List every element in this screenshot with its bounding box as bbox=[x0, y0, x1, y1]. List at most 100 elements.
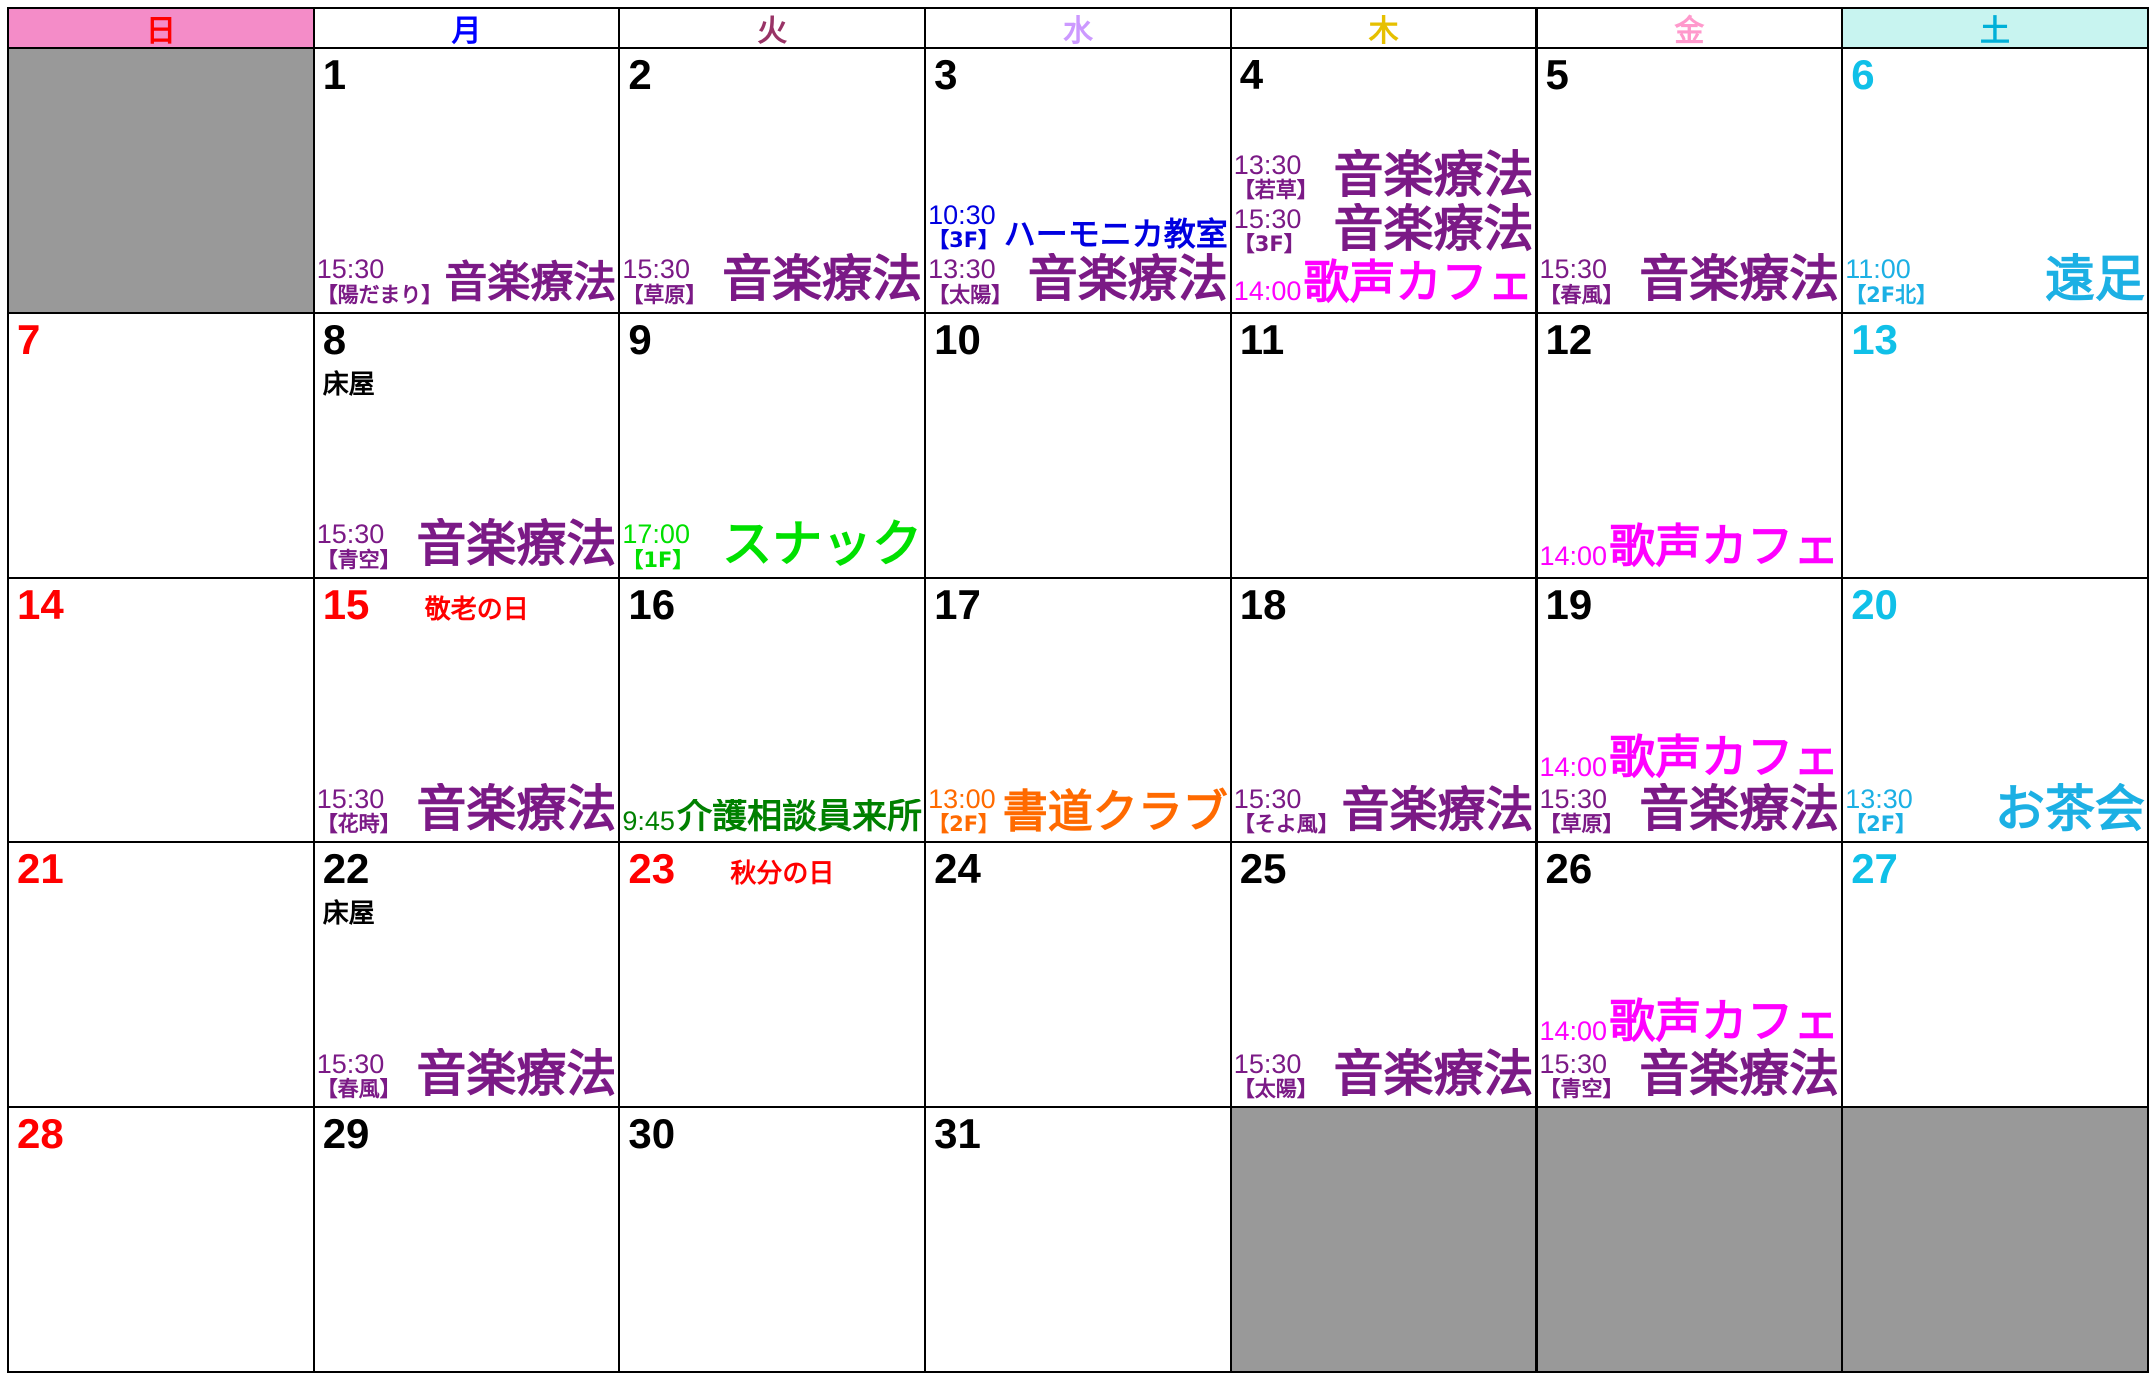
event-place: 【そよ風】 bbox=[1233, 812, 1339, 836]
event-place: 【2F】 bbox=[928, 812, 1000, 836]
event-time: 15:30 bbox=[316, 519, 385, 550]
event-list: 15:30 【太陽】 音楽療法 bbox=[1234, 1048, 1534, 1101]
day-cell: 5 15:30 【春風】 音楽療法 bbox=[1535, 47, 1844, 314]
event-time-block: 14:00 bbox=[1540, 542, 1608, 571]
event-place: 【春風】 bbox=[316, 1077, 401, 1101]
day-cell: 8 床屋 15:30 【青空】 音楽療法 bbox=[312, 311, 621, 579]
holiday-name: 敬老の日 bbox=[424, 594, 529, 625]
day-number: 26 bbox=[1545, 845, 1593, 893]
day-cell: 3 10:30 【3F】 ハーモニカ教室 13:30 【太陽】 音楽療法 bbox=[924, 47, 1232, 314]
day-cell: 30 bbox=[618, 1106, 927, 1373]
day-number: 20 bbox=[1851, 580, 1898, 628]
weekday-header: 月 bbox=[312, 7, 621, 49]
event-time-block: 9:45 bbox=[622, 806, 675, 836]
day-number: 9 bbox=[628, 315, 652, 363]
event-time: 15:30 bbox=[1539, 254, 1608, 285]
event-place: 【青空】 bbox=[316, 547, 401, 571]
day-cell: 19 14:00 歌声カフェ 15:30 【草原】 音楽療法 bbox=[1535, 576, 1844, 844]
day-cell: 18 15:30 【そよ風】 音楽療法 bbox=[1229, 576, 1538, 844]
event-name: 音楽療法 bbox=[1027, 253, 1228, 306]
event-time-block: 14:00 bbox=[1539, 751, 1608, 781]
event-name: 音楽療法 bbox=[1341, 785, 1534, 836]
event-time-block: 15:30 【そよ風】 bbox=[1234, 785, 1339, 835]
day-number: 24 bbox=[934, 845, 981, 893]
day-number: 25 bbox=[1239, 845, 1287, 893]
day-number: 30 bbox=[628, 1110, 676, 1158]
empty-cell bbox=[1535, 1106, 1844, 1373]
event-place: 【若草】 bbox=[1233, 177, 1318, 201]
day-number: 8 bbox=[322, 315, 347, 363]
event-name: 書道クラブ bbox=[1002, 785, 1228, 836]
event-name: 歌声カフェ bbox=[1609, 997, 1840, 1046]
event-place: 【春風】 bbox=[1539, 282, 1624, 306]
event-time: 15:30 bbox=[622, 254, 690, 285]
weekday-header: 土 bbox=[1841, 7, 2149, 49]
event-time-block: 17:00 【1F】 bbox=[622, 520, 693, 571]
day-number: 28 bbox=[17, 1110, 64, 1158]
day-cell: 25 15:30 【太陽】 音楽療法 bbox=[1229, 841, 1538, 1109]
event-time: 15:30 bbox=[316, 784, 385, 814]
event-time: 10:30 bbox=[928, 200, 996, 230]
event-name: 音楽療法 bbox=[416, 518, 617, 571]
event-time: 15:30 bbox=[316, 1048, 385, 1079]
event: 13:30 【太陽】 音楽療法 bbox=[928, 253, 1228, 306]
day-cell: 15 敬老の日 15:30 【花時】 音楽療法 bbox=[312, 576, 621, 844]
event-time: 14:00 bbox=[1539, 751, 1608, 781]
event-name: 遠足 bbox=[2044, 253, 2145, 306]
weekday-header: 木 bbox=[1229, 7, 1538, 49]
event-name: 歌声カフェ bbox=[1303, 257, 1534, 306]
event-time-block: 15:30 【春風】 bbox=[1539, 254, 1624, 306]
event-time: 11:00 bbox=[1845, 254, 1911, 285]
weekday-header: 火 bbox=[618, 7, 927, 49]
day-number: 29 bbox=[322, 1110, 370, 1158]
day-cell: 26 14:00 歌声カフェ 15:30 【青空】 音楽療法 bbox=[1535, 841, 1844, 1109]
day-note: 床屋 bbox=[322, 369, 375, 400]
day-cell: 2 15:30 【草原】 音楽療法 bbox=[618, 47, 927, 314]
event-time: 13:30 bbox=[928, 254, 996, 285]
event: 15:30 【3F】 音楽療法 bbox=[1234, 203, 1534, 256]
event: 15:30 【青空】 音楽療法 bbox=[317, 518, 617, 571]
event-time-block: 11:00 【2F北】 bbox=[1845, 254, 1937, 306]
event-time-block: 15:30 【草原】 bbox=[1539, 784, 1624, 836]
event-time-block: 13:30 【太陽】 bbox=[928, 254, 1012, 306]
event-time-block: 15:30 【花時】 bbox=[316, 784, 401, 836]
event-place: 【草原】 bbox=[1539, 812, 1624, 836]
event-list: 15:30 【草原】 音楽療法 bbox=[622, 253, 922, 306]
empty-cell bbox=[1841, 1106, 2149, 1373]
event-name: お茶会 bbox=[1994, 782, 2145, 836]
event-name: 音楽療法 bbox=[722, 253, 923, 306]
event-time: 15:30 bbox=[316, 255, 385, 285]
day-number: 15 bbox=[322, 580, 370, 628]
event-time: 9:45 bbox=[622, 806, 675, 836]
empty-cell bbox=[7, 47, 315, 314]
day-cell: 4 13:30 【若草】 音楽療法 15:30 【3F】 音楽療法 14:00 歌声カフェ bbox=[1229, 47, 1538, 314]
day-cell: 14 bbox=[7, 576, 315, 844]
event: 15:30 【春風】 音楽療法 bbox=[317, 1048, 617, 1101]
event: 11:00 【2F北】 遠足 bbox=[1845, 253, 2145, 306]
event: 13:00 【2F】 書道クラブ bbox=[928, 785, 1228, 835]
day-number: 4 bbox=[1239, 51, 1264, 98]
day-cell: 23 秋分の日 bbox=[618, 841, 927, 1109]
day-note: 床屋 bbox=[322, 899, 375, 930]
event-name: 音楽療法 bbox=[1333, 1047, 1534, 1101]
event: 15:30 【青空】 音楽療法 bbox=[1540, 1048, 1840, 1101]
event-name: 歌声カフェ bbox=[1609, 522, 1840, 571]
day-number: 1 bbox=[322, 51, 347, 98]
event-name: 歌声カフェ bbox=[1609, 732, 1840, 781]
event-name: 音楽療法 bbox=[1639, 1047, 1840, 1101]
day-number: 21 bbox=[17, 845, 64, 893]
event-name: 音楽療法 bbox=[1333, 203, 1534, 256]
event-list: 15:30 【花時】 音楽療法 bbox=[317, 783, 617, 836]
event-time: 13:30 bbox=[1233, 149, 1302, 180]
event-place: 【陽だまり】 bbox=[316, 282, 443, 306]
event-time: 15:30 bbox=[1539, 784, 1608, 814]
day-number: 13 bbox=[1851, 315, 1898, 363]
event-place: 【3F】 bbox=[1233, 232, 1305, 256]
day-cell: 1 15:30 【陽だまり】 音楽療法 bbox=[312, 47, 621, 314]
day-number: 19 bbox=[1545, 580, 1593, 628]
event: 15:30 【そよ風】 音楽療法 bbox=[1234, 785, 1534, 835]
event-place: 【花時】 bbox=[316, 812, 401, 836]
event-time: 13:30 bbox=[1845, 784, 1913, 814]
event-list: 13:00 【2F】 書道クラブ bbox=[928, 785, 1228, 835]
day-cell: 9 17:00 【1F】 スナック bbox=[618, 311, 927, 579]
